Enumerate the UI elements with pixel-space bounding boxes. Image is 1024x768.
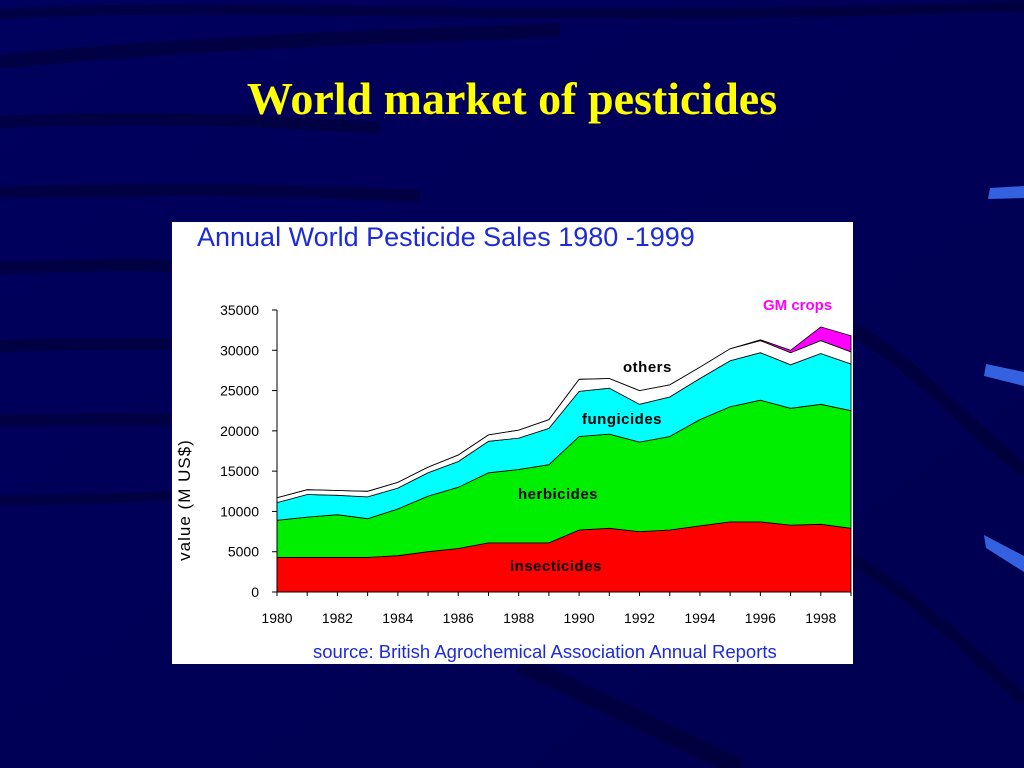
decorative-accent-bars bbox=[984, 186, 1024, 572]
y-tick-label: 10000 bbox=[220, 503, 259, 519]
y-tick-label: 15000 bbox=[220, 463, 259, 479]
label-others: others bbox=[623, 359, 672, 376]
x-tick-label: 1986 bbox=[443, 610, 474, 626]
label-herbicides: herbicides bbox=[518, 486, 598, 503]
area-gm-crops bbox=[276, 326, 852, 499]
label-fungicides: fungicides bbox=[582, 411, 662, 428]
x-tick-label: 1984 bbox=[382, 610, 413, 626]
source-note: source: British Agrochemical Association… bbox=[313, 641, 777, 662]
axes-group: 0 5000 10000 15000 20000 25000 30000 35000 1980 1… bbox=[220, 302, 852, 626]
x-tick-label: 1980 bbox=[261, 610, 292, 626]
y-axis-label: value (M US$) bbox=[175, 439, 194, 561]
x-tick-label: 1988 bbox=[503, 610, 534, 626]
y-tick-label: 35000 bbox=[220, 302, 259, 318]
x-tick-label: 1996 bbox=[745, 610, 776, 626]
y-tick-label: 25000 bbox=[220, 383, 259, 399]
slide-title: World market of pesticides bbox=[246, 73, 778, 124]
x-tick-label: 1992 bbox=[624, 610, 655, 626]
y-tick-label: 0 bbox=[251, 584, 259, 600]
stacked-area-chart: Annual World Pesticide Sales 1980 -1999 … bbox=[175, 222, 852, 662]
chart-title: Annual World Pesticide Sales 1980 -1999 bbox=[197, 222, 695, 252]
x-tick-label: 1998 bbox=[805, 610, 836, 626]
label-insecticides: insecticides bbox=[510, 558, 602, 575]
area-series-group bbox=[276, 326, 852, 593]
label-gm-crops: GM crops bbox=[763, 297, 832, 314]
chart-panel: Annual World Pesticide Sales 1980 -1999 … bbox=[172, 222, 853, 664]
y-tick-label: 5000 bbox=[228, 544, 259, 560]
y-tick-label: 30000 bbox=[220, 342, 259, 358]
x-tick-label: 1982 bbox=[322, 610, 353, 626]
y-tick-label: 20000 bbox=[220, 423, 259, 439]
x-tick-label: 1994 bbox=[684, 610, 715, 626]
x-tick-label: 1990 bbox=[564, 610, 595, 626]
